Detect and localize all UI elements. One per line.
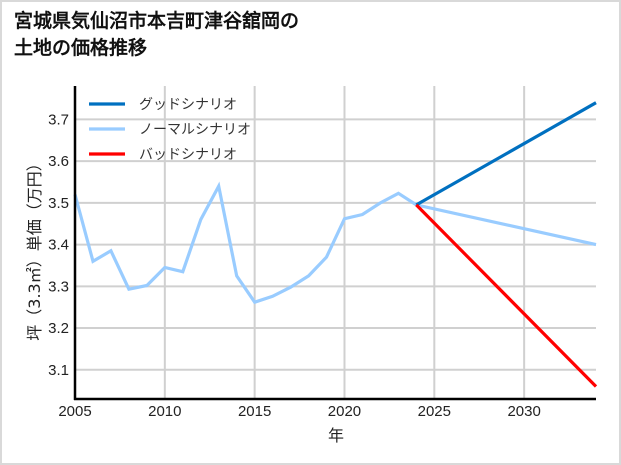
chart-title-line1: 宮城県気仙沼市本吉町津谷舘岡の xyxy=(14,10,300,32)
y-tick-label: 3.5 xyxy=(48,195,69,212)
legend-label: バッドシナリオ xyxy=(139,147,237,163)
y-tick-label: 3.4 xyxy=(48,237,69,254)
y-tick-label: 3.6 xyxy=(48,153,69,170)
series-line xyxy=(73,181,597,305)
x-tick-label: 2025 xyxy=(418,403,451,420)
x-axis-label: 年 xyxy=(328,426,344,445)
legend-label: ノーマルシナリオ xyxy=(139,122,251,138)
chart-title-line2: 土地の価格推移 xyxy=(14,37,148,59)
x-tick-label: 2005 xyxy=(58,403,91,420)
y-tick-label: 3.1 xyxy=(48,362,69,379)
series-line xyxy=(415,101,597,207)
y-tick-label: 3.7 xyxy=(48,111,69,128)
y-tick-label: 3.2 xyxy=(48,320,69,337)
y-axis-label: 坪（3.3㎡）単価（万円） xyxy=(25,155,44,340)
legend-label: グッドシナリオ xyxy=(139,97,237,113)
chart-title: 宮城県気仙沼市本吉町津谷舘岡の 土地の価格推移 xyxy=(14,8,299,62)
x-tick-label: 2015 xyxy=(238,403,271,420)
x-tick-label: 2030 xyxy=(507,403,540,420)
x-tick-label: 2020 xyxy=(328,403,361,420)
gridlines xyxy=(75,86,596,399)
x-tick-label: 2010 xyxy=(148,403,181,420)
series-line xyxy=(415,203,598,388)
tick-labels: 2005 2010 2015 2020 2025 2030 3.1 3.2 3.3 3.4 3.5 3… xyxy=(48,111,541,420)
data-lines xyxy=(73,101,598,388)
axes xyxy=(73,86,596,401)
y-tick-label: 3.3 xyxy=(48,278,69,295)
